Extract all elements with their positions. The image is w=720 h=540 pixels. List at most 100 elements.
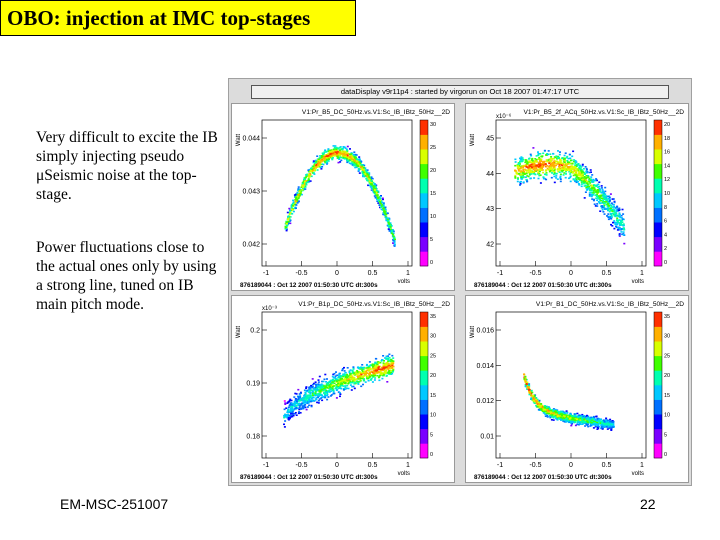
y-axis-label: Watt <box>236 326 242 338</box>
color-scale-segment <box>654 207 662 223</box>
x-tick-label: 1 <box>640 270 644 277</box>
color-scale-label: 2 <box>664 246 667 252</box>
panel-title: V1:Pr_B5_DC_50Hz.vs.V1:Sc_IB_IBtz_50Hz__… <box>302 109 450 116</box>
histogram-panel-b1-dc: V1:Pr_B1_DC_50Hz.vs.V1:Sc_IB_IBtz_50Hz__… <box>465 295 689 483</box>
color-scale-label: 0 <box>430 260 433 266</box>
color-scale-segment <box>420 120 428 135</box>
x-tick-label: -1 <box>263 462 269 469</box>
plot-frame <box>495 119 647 267</box>
color-scale-label: 20 <box>664 122 670 128</box>
y-axis-label: Watt <box>236 134 242 146</box>
color-scale-label: 0 <box>430 452 433 458</box>
color-scale-label: 10 <box>430 214 436 220</box>
color-scale-segment <box>420 149 428 165</box>
x-tick-label: 0 <box>569 270 573 277</box>
color-scale-segment <box>420 414 428 430</box>
histogram-cells <box>283 353 395 428</box>
histogram-panel-b1p-dc: V1:Pr_B1p_DC_50Hz.vs.V1:Sc_IB_IBtz_50Hz_… <box>231 295 455 483</box>
x-tick-label: -0.5 <box>529 462 541 469</box>
x-axis-label: volts <box>398 279 410 285</box>
y-tick-label: 0.044 <box>242 136 260 143</box>
color-scale-label: 10 <box>664 191 670 197</box>
y-tick-label: 0.01 <box>480 434 494 441</box>
x-tick-label: 0 <box>569 462 573 469</box>
color-scale-segment <box>420 355 428 371</box>
plot-frame <box>495 311 647 459</box>
y-tick-label: 44 <box>486 171 494 178</box>
color-scale-segment <box>654 370 662 386</box>
x-tick-label: -1 <box>497 270 503 277</box>
x-tick-label: -1 <box>497 462 503 469</box>
x-tick-label: -0.5 <box>295 462 307 469</box>
x-tick-label: 1 <box>406 270 410 277</box>
page-number: 22 <box>640 496 656 512</box>
color-scale-segment <box>420 236 428 252</box>
slide-title-box: OBO: injection at IMC top-stages <box>0 0 356 36</box>
y-tick-label: 0.012 <box>476 398 494 405</box>
color-scale-segment <box>654 149 662 165</box>
color-scale-segment <box>420 178 428 194</box>
y-exponent-label: x10⁻⁶ <box>496 113 512 120</box>
y-tick-label: 0.016 <box>476 328 494 335</box>
x-tick-label: 0 <box>335 270 339 277</box>
color-scale-segment <box>420 341 428 357</box>
y-tick-label: 0.043 <box>242 189 260 196</box>
y-exponent-label: x10⁻³ <box>262 306 277 312</box>
y-axis-label: Watt <box>470 326 476 338</box>
paragraph-power-fluctuations: Power fluctuations close to the actual o… <box>36 239 217 313</box>
color-scale-label: 25 <box>664 353 670 359</box>
color-scale-segment <box>654 178 662 194</box>
color-scale-label: 5 <box>430 237 433 243</box>
color-scale-label: 16 <box>664 150 670 156</box>
y-axis-label: Watt <box>470 134 476 146</box>
color-scale-segment <box>420 428 428 444</box>
color-scale-segment <box>654 399 662 415</box>
color-scale-segment <box>654 326 662 342</box>
color-scale-label: 15 <box>430 393 436 399</box>
color-scale-segment <box>420 443 428 459</box>
footer-event-label: EM-MSC-251007 <box>60 496 169 512</box>
histogram-cells <box>284 145 396 247</box>
histogram-svg: V1:Pr_B5_2f_ACq_50Hz.vs.V1:Sc_IB_IBtz_50… <box>470 109 684 289</box>
data-display-header: dataDisplay v9r11p4 : started by virgoru… <box>251 85 669 99</box>
panel-footer: 876189044 : Oct 12 2007 01:50:30 UTC dt:… <box>240 474 378 481</box>
color-scale-label: 10 <box>430 413 436 419</box>
color-scale-label: 25 <box>430 145 436 151</box>
color-scale-segment <box>420 193 428 208</box>
color-scale-label: 15 <box>430 191 436 197</box>
color-scale-label: 14 <box>664 163 670 169</box>
color-scale-label: 5 <box>430 432 433 438</box>
color-scale-label: 30 <box>664 334 670 340</box>
x-tick-label: 0.5 <box>602 270 612 277</box>
color-scale-segment <box>654 355 662 371</box>
color-scale-segment <box>654 120 662 135</box>
color-scale-label: 12 <box>664 177 670 183</box>
x-axis-label: volts <box>632 471 644 477</box>
plot-frame <box>261 119 413 267</box>
color-scale-label: 0 <box>664 260 667 266</box>
color-scale-frame <box>653 311 663 459</box>
panel-title: V1:Pr_B5_2f_ACq_50Hz.vs.V1:Sc_IB_IBtz_50… <box>523 109 684 116</box>
color-scale-segment <box>420 134 428 150</box>
color-scale-segment <box>654 163 662 179</box>
color-scale-segment <box>654 341 662 357</box>
histogram-cells <box>523 373 615 431</box>
histogram-panel-b5-dc: V1:Pr_B5_DC_50Hz.vs.V1:Sc_IB_IBtz_50Hz__… <box>231 103 455 291</box>
color-scale-segment <box>654 222 662 238</box>
histogram-svg: V1:Pr_B5_DC_50Hz.vs.V1:Sc_IB_IBtz_50Hz__… <box>236 109 450 289</box>
color-scale-segment <box>420 163 428 179</box>
slide-title: OBO: injection at IMC top-stages <box>7 5 311 30</box>
histogram-svg: V1:Pr_B1_DC_50Hz.vs.V1:Sc_IB_IBtz_50Hz__… <box>470 301 684 481</box>
color-scale-segment <box>654 251 662 267</box>
color-scale-segment <box>420 385 428 400</box>
color-scale-label: 30 <box>430 122 436 128</box>
color-scale-label: 35 <box>664 314 670 320</box>
color-scale-frame <box>653 119 663 267</box>
x-tick-label: 0.5 <box>368 462 378 469</box>
color-scale-label: 0 <box>664 452 667 458</box>
x-tick-label: 0.5 <box>602 462 612 469</box>
histogram-svg: V1:Pr_B1p_DC_50Hz.vs.V1:Sc_IB_IBtz_50Hz_… <box>236 301 450 481</box>
histogram-cells <box>514 147 626 245</box>
color-scale-segment <box>654 428 662 444</box>
y-tick-label: 0.014 <box>476 363 494 370</box>
